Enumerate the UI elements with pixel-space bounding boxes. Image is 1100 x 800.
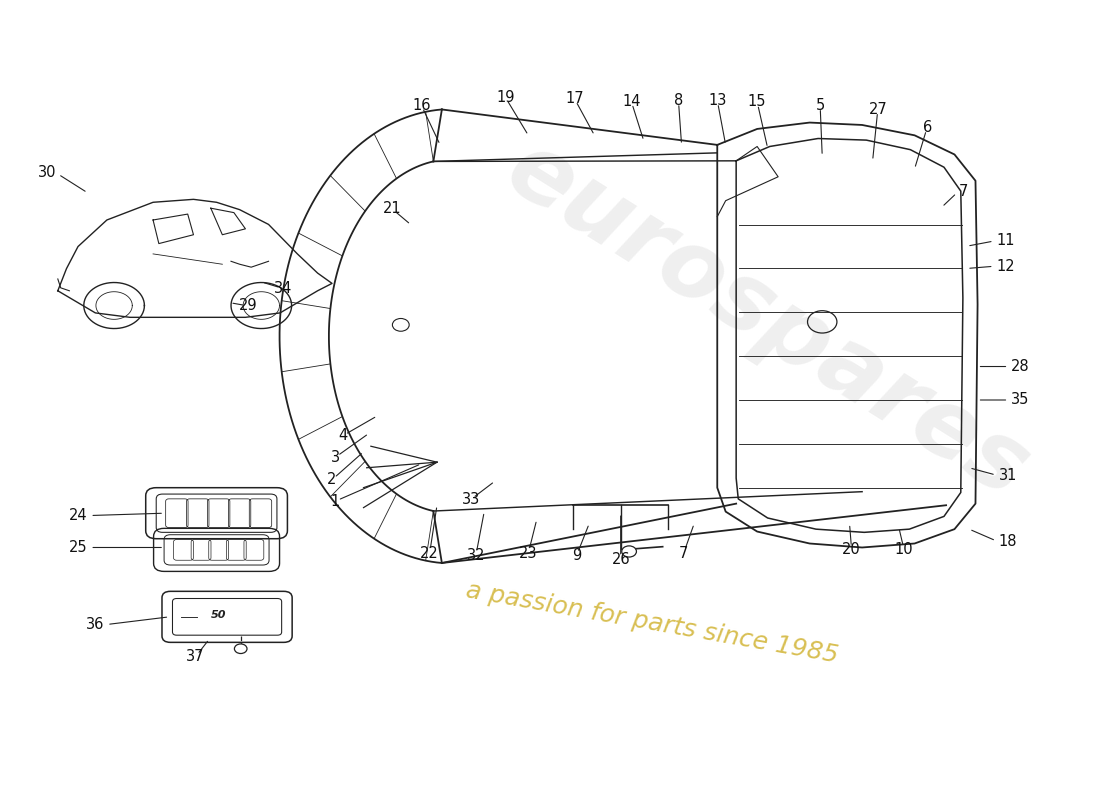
Text: 7: 7 — [959, 184, 968, 198]
Circle shape — [234, 644, 248, 654]
Text: 35: 35 — [1011, 393, 1030, 407]
Text: 10: 10 — [894, 542, 913, 558]
Text: 32: 32 — [466, 548, 485, 563]
Text: 15: 15 — [748, 94, 767, 110]
Text: 30: 30 — [37, 166, 56, 180]
Text: 19: 19 — [496, 90, 515, 105]
Text: 4: 4 — [338, 428, 348, 443]
Text: eurospares: eurospares — [490, 123, 1045, 518]
Text: 25: 25 — [69, 540, 88, 555]
Text: 8: 8 — [674, 93, 683, 108]
Text: 36: 36 — [86, 618, 104, 632]
Text: 22: 22 — [420, 546, 439, 561]
Text: 14: 14 — [621, 94, 640, 109]
Text: 34: 34 — [274, 281, 292, 296]
Text: 21: 21 — [383, 201, 402, 216]
Text: 23: 23 — [519, 546, 538, 561]
Text: 18: 18 — [999, 534, 1018, 550]
Text: 37: 37 — [186, 650, 205, 664]
Text: 28: 28 — [1011, 359, 1030, 374]
Text: 6: 6 — [923, 120, 932, 135]
Text: 16: 16 — [412, 98, 430, 113]
Text: 26: 26 — [612, 552, 630, 567]
Text: a passion for parts since 1985: a passion for parts since 1985 — [464, 578, 840, 668]
Text: 27: 27 — [869, 102, 888, 117]
Text: 1: 1 — [331, 494, 340, 509]
Text: 20: 20 — [843, 542, 861, 558]
Text: 12: 12 — [997, 258, 1015, 274]
Text: 13: 13 — [708, 93, 726, 108]
Text: 17: 17 — [565, 91, 584, 106]
Text: 33: 33 — [462, 492, 480, 507]
Text: 11: 11 — [997, 233, 1015, 248]
Text: 5: 5 — [815, 98, 825, 113]
Circle shape — [621, 546, 637, 557]
Text: 29: 29 — [239, 298, 257, 314]
Text: 31: 31 — [999, 468, 1016, 483]
Text: 24: 24 — [69, 508, 88, 523]
Text: 3: 3 — [331, 450, 340, 465]
Text: 9: 9 — [572, 548, 581, 563]
Text: 2: 2 — [328, 472, 337, 487]
Text: 50: 50 — [211, 610, 227, 620]
Text: 7: 7 — [679, 546, 689, 561]
